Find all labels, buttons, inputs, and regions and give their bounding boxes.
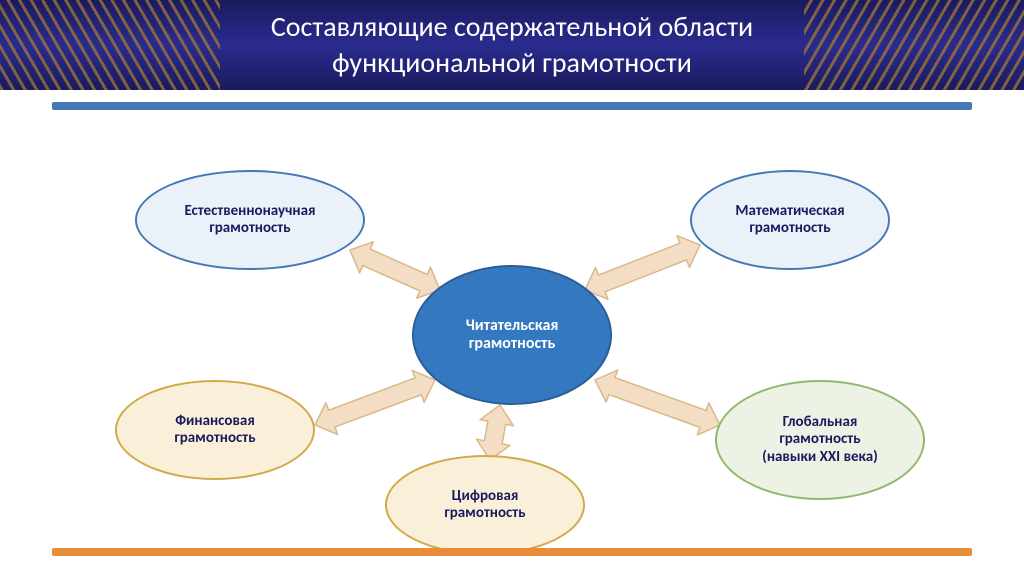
top-accent-bar <box>52 102 972 110</box>
node-math-label: Математическаяграмотность <box>735 203 844 238</box>
arrow-fin <box>315 370 435 434</box>
node-digital: Цифроваяграмотность <box>385 455 585 555</box>
node-fin: Финансоваяграмотность <box>115 380 315 480</box>
arrow-digital <box>476 405 513 460</box>
slide-header: Составляющие содержательной областифункц… <box>0 0 1024 90</box>
node-center: Читательскаяграмотность <box>412 265 612 405</box>
node-global: Глобальнаяграмотность(навыки XXI века) <box>715 380 925 500</box>
arrow-math <box>585 236 700 300</box>
node-sci: Естественнонаучнаяграмотность <box>135 170 365 270</box>
bottom-accent-bar <box>52 548 972 556</box>
arrow-global <box>595 370 720 435</box>
node-digital-label: Цифроваяграмотность <box>444 488 525 523</box>
node-global-label: Глобальнаяграмотность(навыки XXI века) <box>762 414 878 466</box>
node-sci-label: Естественнонаучнаяграмотность <box>184 203 315 238</box>
arrow-sci <box>350 242 440 298</box>
slide-title: Составляющие содержательной областифункц… <box>271 9 753 82</box>
node-fin-label: Финансоваяграмотность <box>174 413 255 448</box>
node-math: Математическаяграмотность <box>690 170 890 270</box>
node-center-label: Читательскаяграмотность <box>466 317 559 354</box>
diagram-area: Читательскаяграмотность Естественнонаучн… <box>0 90 1024 574</box>
